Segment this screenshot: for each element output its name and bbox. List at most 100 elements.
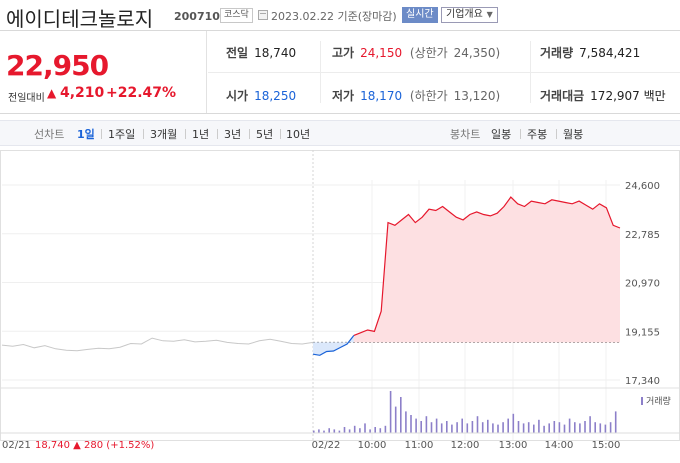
volume-bar: [405, 411, 407, 433]
x-tick-label: 15:00: [592, 440, 621, 451]
y-tick-label: 20,970: [625, 279, 660, 290]
volume-bar: [579, 423, 581, 433]
x-tick-label: 13:00: [499, 440, 528, 451]
x-tick-label: 12:00: [451, 440, 480, 451]
volume-bar: [512, 413, 515, 433]
volume-bar: [440, 423, 443, 433]
tab-3month[interactable]: 3개월: [150, 128, 178, 141]
stat-grid: 전일 18,740 고가 24,150 (상한가 24,350) 거래량 7,584,…: [208, 31, 680, 113]
volume-bar: [328, 428, 330, 433]
volume-bar: [568, 418, 571, 433]
stat-open: 시가 18,250: [226, 89, 297, 103]
market-badge: 코스닥: [220, 8, 253, 23]
volume-legend-swatch: [641, 397, 643, 405]
today-line-up: [353, 196, 621, 336]
volume-bar: [553, 421, 556, 433]
tab-10year[interactable]: 10년: [286, 128, 311, 141]
tab-3year[interactable]: 3년: [224, 128, 242, 141]
tab-1week[interactable]: 1주일: [108, 128, 136, 141]
volume-bar: [548, 423, 550, 433]
volume-bar: [456, 422, 458, 433]
tab-weekly-candle[interactable]: 주봉: [527, 128, 548, 141]
volume-bar: [594, 422, 596, 433]
volume-bar: [430, 422, 433, 433]
volume-bar: [471, 421, 474, 433]
below-ref-fill: [313, 335, 354, 356]
volume-bar: [348, 429, 351, 433]
today-line-down: [312, 335, 355, 356]
volume-bar: [466, 423, 469, 433]
current-price: 22,950: [6, 49, 109, 82]
change-label: 전일대비: [8, 93, 45, 104]
tab-1year[interactable]: 1년: [192, 128, 210, 141]
volume-bar: [323, 430, 325, 433]
volume-bar: [517, 421, 520, 433]
volume-bar: [584, 421, 586, 433]
prev-day-line: [1, 337, 314, 352]
quote-date: 2023.02.22 기준(장마감): [271, 8, 397, 24]
prev-day-price: 18,740 ▲ 280 (+1.52%): [35, 440, 154, 451]
stat-volume: 거래량 7,584,421: [540, 46, 641, 60]
stock-name: 에이디테크놀로지: [6, 7, 154, 31]
volume-bar: [338, 430, 341, 433]
tab-daily-candle[interactable]: 일봉: [491, 128, 512, 141]
stat-high: 고가 24,150 (상한가 24,350): [332, 46, 501, 60]
chart-tabbar: 선차트 1일 1주일 3개월 1년 3년 5년 10년 봉차트 일봉 주봉 월봉: [0, 120, 680, 146]
volume-bar: [502, 422, 504, 433]
volume-bar: [476, 416, 479, 433]
volume-bar: [369, 429, 371, 433]
change-percent: +22.47%: [106, 85, 177, 101]
x-tick-label: 14:00: [545, 440, 574, 451]
volume-bar: [538, 419, 540, 433]
volume-bar: [364, 423, 366, 433]
volume-bar: [492, 423, 494, 433]
volume-bar: [558, 422, 561, 433]
volume-legend: 거래량: [646, 395, 671, 407]
volume-bar: [527, 422, 530, 433]
volume-bar: [543, 425, 545, 433]
y-tick-label: 24,600: [625, 181, 660, 192]
volume-bar: [533, 424, 535, 433]
tab-monthly-candle[interactable]: 월봉: [563, 128, 584, 141]
stock-header: 에이디테크놀로지 200710 코스닥 2023.02.22 기준(장마감) 실…: [0, 0, 680, 31]
stat-low: 저가 18,170 (하한가 13,120): [332, 89, 501, 103]
x-tick-label: 02/22: [312, 440, 341, 451]
volume-bar: [359, 428, 361, 433]
stat-amount: 거래대금 172,907 백만: [540, 89, 666, 103]
volume-bar: [394, 406, 397, 433]
volume-bar: [379, 428, 382, 433]
volume-bar: [461, 418, 463, 433]
volume-bar: [410, 415, 412, 433]
volume-bar: [425, 416, 428, 433]
volume-bar: [604, 424, 607, 433]
volume-bar: [343, 427, 346, 433]
volume-bar: [333, 429, 336, 433]
quote-summary: 22,950 전일대비 ▲ 4,210 +22.47% 전일 18,740 고가 2…: [0, 30, 680, 114]
stock-code: 200710: [174, 10, 220, 23]
volume-bar: [609, 422, 612, 433]
candle-chart-label: 봉차트: [450, 128, 481, 141]
intraday-chart: 24,600 22,785 20,970 19,155 17,340 거래량 02/21 02…: [0, 150, 680, 451]
y-tick-label: 22,785: [625, 230, 660, 241]
volume-bar: [589, 416, 591, 433]
volume-bar: [435, 418, 438, 433]
volume-bar: [563, 424, 566, 433]
volume-bar: [400, 397, 402, 433]
tab-5year[interactable]: 5년: [256, 128, 274, 141]
volume-bar: [313, 430, 315, 433]
above-ref-fill: [353, 197, 620, 343]
tab-1day[interactable]: 1일: [77, 128, 95, 141]
up-arrow-icon: ▲: [47, 86, 57, 100]
stat-prev-close: 전일 18,740: [226, 46, 297, 60]
volume-bar: [599, 423, 602, 433]
volume-bar: [353, 425, 356, 433]
x-tick-label: 02/21: [2, 440, 31, 451]
volume-bar: [446, 421, 448, 433]
company-info-dropdown[interactable]: 기업개요 ▼: [441, 7, 498, 23]
volume-bar: [487, 419, 489, 433]
realtime-button[interactable]: 실시간: [402, 7, 438, 23]
company-info-label: 기업개요: [446, 9, 483, 20]
y-tick-label: 19,155: [625, 327, 660, 338]
volume-bar: [507, 418, 509, 433]
volume-bar: [389, 391, 392, 433]
